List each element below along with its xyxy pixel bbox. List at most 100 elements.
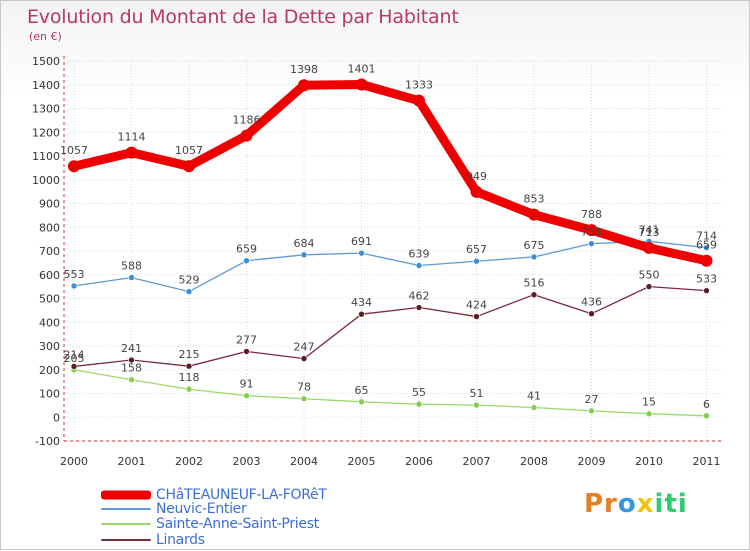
data-label-ch-teauneuf-la-for-t-2009: 788 xyxy=(581,208,602,221)
data-point-ch-teauneuf-la-for-t-2011 xyxy=(700,254,713,267)
data-label-neuvic-entier-2004: 684 xyxy=(294,237,315,250)
data-point-ch-teauneuf-la-for-t-2007 xyxy=(470,185,483,198)
data-point-linards-2002 xyxy=(185,362,193,370)
data-point-linards-2010 xyxy=(645,283,653,290)
data-label-neuvic-entier-2003: 659 xyxy=(236,243,257,256)
data-point-linards-2004 xyxy=(300,355,308,362)
data-point-sainte-anne-saint-priest-2011 xyxy=(703,412,710,420)
data-label-linards-2010: 550 xyxy=(639,269,660,282)
y-tick-label-600: 600 xyxy=(39,269,60,282)
data-label-ch-teauneuf-la-for-t-2003: 1186 xyxy=(233,114,261,127)
x-tick-label-2003: 2003 xyxy=(233,455,261,468)
y-tick-label-200: 200 xyxy=(39,364,60,377)
data-label-ch-teauneuf-la-for-t-2001: 1114 xyxy=(118,131,146,144)
legend-label-linards: Linards xyxy=(156,532,205,548)
data-point-ch-teauneuf-la-for-t-2008 xyxy=(528,208,540,221)
series-line-sainte-anne-saint-priest xyxy=(73,369,708,417)
data-label-neuvic-entier-2005: 691 xyxy=(351,235,372,248)
data-point-neuvic-entier-2001 xyxy=(128,274,135,281)
data-label-linards-2006: 462 xyxy=(409,290,430,303)
data-point-neuvic-entier-2004 xyxy=(300,251,308,259)
data-label-neuvic-entier-2001: 588 xyxy=(121,260,142,273)
data-point-sainte-anne-saint-priest-2005 xyxy=(358,398,365,406)
chart-subtitle: (en €) xyxy=(29,30,62,43)
data-label-ch-teauneuf-la-for-t-2010: 713 xyxy=(639,226,660,239)
data-point-neuvic-entier-2008 xyxy=(530,253,538,261)
y-tick-label-1400: 1400 xyxy=(32,79,60,92)
data-label-linards-2001: 241 xyxy=(121,342,142,355)
y-tick-label-700: 700 xyxy=(39,245,60,258)
data-label-linards-2004: 247 xyxy=(294,341,315,354)
data-point-neuvic-entier-2003 xyxy=(243,257,250,265)
data-point-sainte-anne-saint-priest-2002 xyxy=(185,385,193,393)
data-label-sainte-anne-saint-priest-2009: 27 xyxy=(585,393,599,406)
data-label-ch-teauneuf-la-for-t-2000: 1057 xyxy=(60,144,88,157)
data-label-sainte-anne-saint-priest-2008: 41 xyxy=(527,390,541,403)
data-point-sainte-anne-saint-priest-2007 xyxy=(473,401,480,409)
data-point-sainte-anne-saint-priest-2003 xyxy=(243,392,250,399)
x-tick-label-2008: 2008 xyxy=(520,455,548,468)
y-tick-label-1500: 1500 xyxy=(32,55,60,68)
data-label-neuvic-entier-2010: 741 xyxy=(639,223,660,236)
data-label-linards-2007: 424 xyxy=(466,299,487,312)
data-label-linards-2011: 533 xyxy=(696,273,717,286)
data-label-neuvic-entier-2002: 529 xyxy=(179,274,200,287)
proxiti-logo: Proxiti xyxy=(584,489,688,519)
data-point-ch-teauneuf-la-for-t-2000 xyxy=(68,160,80,173)
data-point-linards-2008 xyxy=(530,291,538,299)
chart-legend: CHâTEAUNEUF-LA-FORêT Neuvic-Entier Saint… xyxy=(101,487,481,551)
data-label-sainte-anne-saint-priest-2006: 55 xyxy=(412,386,426,399)
x-tick-label-2011: 2011 xyxy=(693,455,721,468)
y-tick-label-800: 800 xyxy=(39,221,60,234)
data-label-neuvic-entier-2008: 675 xyxy=(524,239,545,252)
series-line-ch-teauneuf-la-for-t xyxy=(69,80,711,266)
series-line-linards xyxy=(73,285,708,368)
data-point-linards-2003 xyxy=(243,348,250,355)
data-point-ch-teauneuf-la-for-t-2009 xyxy=(585,224,598,237)
data-label-sainte-anne-saint-priest-2003: 91 xyxy=(240,378,254,391)
data-point-ch-teauneuf-la-for-t-2002 xyxy=(183,160,195,173)
data-label-ch-teauneuf-la-for-t-2007: 949 xyxy=(466,170,487,183)
x-tick-label-2007: 2007 xyxy=(463,455,491,468)
data-label-linards-2009: 436 xyxy=(581,296,602,309)
data-label-ch-teauneuf-la-for-t-2002: 1057 xyxy=(175,144,203,157)
legend-item-linards: Linards xyxy=(101,532,461,548)
y-tick-label-900: 900 xyxy=(39,198,60,211)
data-label-sainte-anne-saint-priest-2011: 6 xyxy=(703,398,710,411)
data-point-ch-teauneuf-la-for-t-2004 xyxy=(298,79,310,92)
legend-item-sainte-anne: Sainte-Anne-Saint-Priest xyxy=(101,516,461,532)
data-point-linards-2001 xyxy=(128,356,135,364)
data-point-neuvic-entier-2007 xyxy=(473,257,480,265)
data-label-sainte-anne-saint-priest-2004: 78 xyxy=(297,381,311,394)
data-label-linards-2002: 215 xyxy=(179,348,200,361)
y-tick-label-500: 500 xyxy=(39,293,60,306)
data-label-neuvic-entier-2000: 553 xyxy=(64,268,85,281)
legend-label-chateauneuf: CHâTEAUNEUF-LA-FORêT xyxy=(156,487,327,503)
data-point-sainte-anne-saint-priest-2006 xyxy=(415,400,423,408)
chart-title: Evolution du Montant de la Dette par Hab… xyxy=(27,6,459,28)
legend-swatch-linards xyxy=(101,539,151,541)
data-label-ch-teauneuf-la-for-t-2004: 1398 xyxy=(290,63,318,76)
y-tick-label-100: 100 xyxy=(39,388,60,401)
data-label-linards-2003: 277 xyxy=(236,333,257,346)
data-point-linards-2009 xyxy=(588,310,595,318)
data-label-sainte-anne-saint-priest-2001: 158 xyxy=(121,362,142,375)
data-label-neuvic-entier-2011: 714 xyxy=(696,230,717,243)
data-point-linards-2000 xyxy=(70,363,78,370)
data-point-neuvic-entier-2009 xyxy=(588,240,595,247)
legend-swatch-chateauneuf xyxy=(101,490,151,500)
data-point-ch-teauneuf-la-for-t-2001 xyxy=(125,146,138,159)
data-point-neuvic-entier-2011 xyxy=(703,244,710,251)
data-point-linards-2007 xyxy=(473,313,480,320)
data-label-ch-teauneuf-la-for-t-2008: 853 xyxy=(524,193,545,206)
legend-label-sainte-anne: Sainte-Anne-Saint-Priest xyxy=(156,516,319,532)
x-tick-label-2009: 2009 xyxy=(578,455,606,468)
data-label-sainte-anne-saint-priest-2002: 118 xyxy=(179,371,200,384)
x-tick-label-2006: 2006 xyxy=(405,455,433,468)
data-label-neuvic-entier-2006: 639 xyxy=(409,247,430,260)
data-point-ch-teauneuf-la-for-t-2003 xyxy=(240,129,253,142)
data-label-ch-teauneuf-la-for-t-2005: 1401 xyxy=(348,63,376,76)
data-label-linards-2000: 214 xyxy=(64,348,85,361)
